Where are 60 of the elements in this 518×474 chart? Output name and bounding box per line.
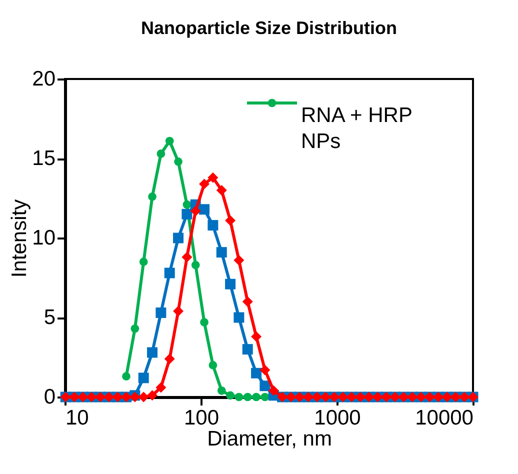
point bbox=[199, 204, 210, 215]
point bbox=[122, 372, 130, 381]
point bbox=[156, 307, 166, 318]
point bbox=[208, 172, 218, 183]
y-tick-label: 20 bbox=[32, 68, 56, 90]
point bbox=[260, 392, 270, 402]
point bbox=[173, 232, 184, 244]
point bbox=[182, 252, 192, 262]
point bbox=[139, 258, 148, 266]
y-tick-label: 5 bbox=[44, 306, 56, 329]
point bbox=[216, 185, 227, 196]
point bbox=[200, 318, 208, 326]
point bbox=[156, 150, 166, 158]
point bbox=[138, 372, 149, 384]
x-tick-label: 1000 bbox=[314, 406, 361, 430]
point bbox=[225, 278, 236, 290]
point bbox=[242, 344, 253, 355]
y-tick-label: 10 bbox=[32, 226, 56, 250]
point bbox=[268, 385, 279, 396]
x-tick-label: 100 bbox=[184, 406, 220, 430]
point bbox=[173, 306, 184, 316]
point bbox=[251, 368, 262, 378]
point bbox=[225, 215, 236, 226]
point bbox=[147, 390, 158, 401]
point bbox=[182, 208, 192, 220]
chart-title: Nanoparticle Size Distribution bbox=[140, 18, 398, 38]
point bbox=[164, 354, 175, 364]
point bbox=[164, 268, 175, 278]
point bbox=[217, 386, 226, 395]
point bbox=[156, 382, 166, 393]
point bbox=[208, 220, 218, 231]
point bbox=[138, 392, 149, 402]
legend-label: RNA + HRP NPs bbox=[301, 104, 412, 153]
point bbox=[243, 392, 252, 402]
point bbox=[251, 331, 262, 342]
point bbox=[252, 392, 260, 402]
point bbox=[148, 192, 156, 201]
point bbox=[199, 178, 210, 190]
point bbox=[216, 247, 227, 258]
x-tick-label: 10000 bbox=[415, 406, 474, 430]
point bbox=[234, 312, 244, 323]
x-axis-title: Diameter, nm bbox=[207, 428, 332, 450]
point bbox=[208, 361, 218, 370]
x-tick-label: 10 bbox=[66, 406, 89, 430]
point bbox=[260, 364, 270, 376]
point bbox=[130, 324, 140, 333]
point bbox=[191, 260, 200, 270]
point bbox=[242, 296, 253, 307]
point bbox=[260, 380, 270, 392]
point bbox=[147, 347, 158, 358]
point bbox=[190, 206, 201, 216]
point bbox=[234, 255, 244, 266]
point bbox=[165, 136, 174, 146]
point bbox=[182, 200, 192, 209]
y-tick-label: 0 bbox=[44, 386, 56, 408]
point bbox=[226, 391, 234, 400]
point bbox=[234, 392, 244, 402]
y-axis-title: Intensity bbox=[8, 198, 32, 278]
point bbox=[174, 158, 182, 166]
y-tick-label: 15 bbox=[32, 147, 56, 170]
